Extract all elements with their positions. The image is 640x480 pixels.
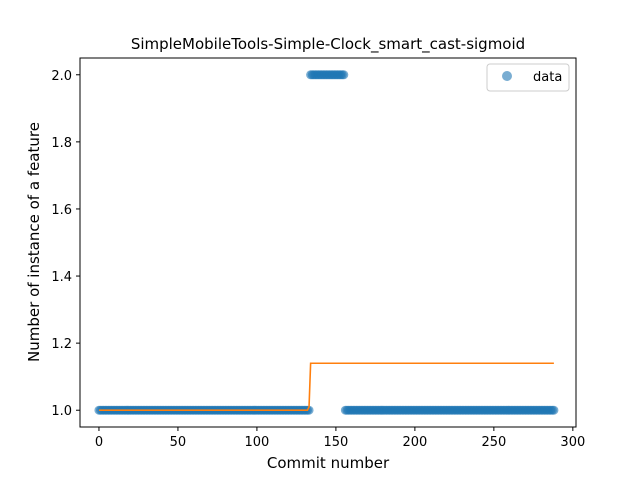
data-point	[304, 405, 314, 415]
legend-label-data: data	[533, 70, 562, 85]
x-tick-label: 50	[170, 435, 187, 450]
y-axis-label: Number of instance of a feature	[25, 122, 43, 362]
y-tick-label: 1.6	[51, 203, 72, 218]
x-tick-label: 100	[245, 435, 270, 450]
y-tick-label: 2.0	[51, 69, 72, 84]
data-point	[549, 405, 559, 415]
legend-box	[486, 63, 570, 92]
legend: data	[486, 63, 570, 92]
data-point	[339, 70, 349, 80]
y-tick-label: 1.8	[51, 136, 72, 151]
y-axis: 1.0 1.2 1.4 1.6 1.8 2.0	[51, 69, 80, 419]
x-tick-label: 300	[560, 435, 585, 450]
plot-frame	[79, 57, 577, 428]
x-tick-label: 150	[323, 435, 348, 450]
y-tick-label: 1.0	[51, 404, 72, 419]
x-axis: 0 50 100 150 200 250 300	[95, 427, 585, 450]
x-tick-label: 0	[95, 435, 103, 450]
fit-curve	[98, 362, 554, 412]
x-tick-label: 250	[481, 435, 506, 450]
fit-line	[98, 362, 554, 412]
x-tick-label: 200	[402, 435, 427, 450]
x-axis-label: Commit number	[267, 454, 390, 472]
legend-marker-data	[502, 71, 512, 81]
y-tick-label: 1.2	[51, 337, 72, 352]
chart-title: SimpleMobileTools-Simple-Clock_smart_cas…	[131, 35, 525, 54]
y-tick-label: 1.4	[51, 270, 72, 285]
